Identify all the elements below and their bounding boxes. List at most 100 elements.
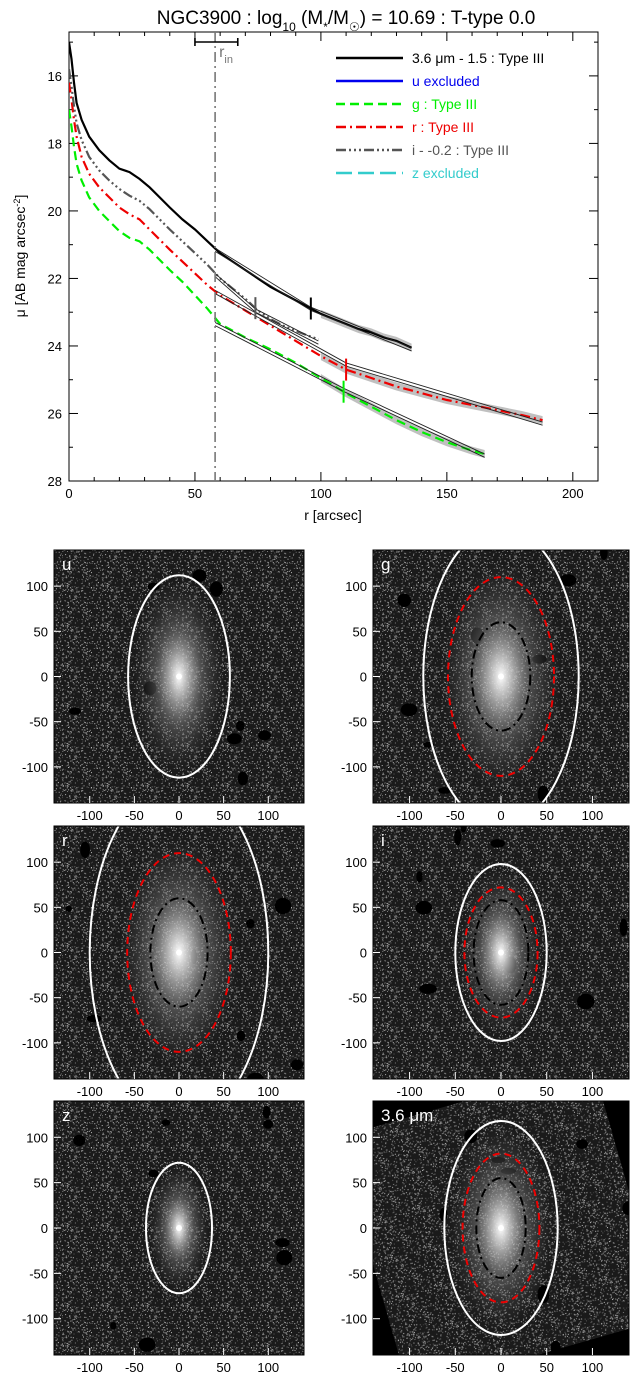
- masked-region: [559, 574, 577, 587]
- panel-x-tick-label: 0: [497, 1360, 504, 1375]
- panel-x-tick-label: 0: [175, 1084, 182, 1099]
- title-part-b: (M: [296, 8, 323, 29]
- panel-label: i: [381, 831, 385, 850]
- panel-x-tick-label: 100: [582, 1360, 604, 1375]
- outer-ellipse: [454, 863, 548, 1042]
- panel-y-tick-label: -50: [29, 715, 48, 730]
- masked-region: [276, 1250, 293, 1266]
- x-tick-label: 0: [65, 486, 72, 501]
- inner-ellipse: [470, 621, 532, 732]
- panel-x-tick-label: 100: [257, 808, 279, 823]
- y-axis-title-main: μ [AB mag arcsec: [12, 207, 28, 318]
- masked-region: [576, 1139, 588, 1149]
- panel-y-tick-label: 0: [360, 670, 367, 685]
- profile-axis-ticks: 0 50 100 150 200 16 18 20 22 24 26 28: [48, 32, 598, 501]
- panel-x-tick-label: 0: [175, 808, 182, 823]
- panel-x-tick-label: 100: [582, 1084, 604, 1099]
- panel-y-tick-label: -100: [22, 760, 48, 775]
- panel-y-tick-label: 50: [353, 900, 367, 915]
- panel-x-tick-label: -50: [446, 1084, 465, 1099]
- masked-region: [192, 569, 207, 582]
- masked-region: [80, 841, 90, 858]
- panel-x-tick-label: -100: [77, 1084, 103, 1099]
- y-tick-label: 22: [48, 271, 62, 286]
- series-line: [69, 109, 485, 456]
- panel-y-tick-label: 0: [360, 1221, 367, 1236]
- masked-region: [600, 550, 608, 560]
- masked-region: [490, 839, 506, 848]
- masked-region: [460, 826, 467, 833]
- legend-label: 3.6 μm - 1.5 : Type III: [412, 50, 544, 66]
- chart-title: NGC3900 : log10 (M*/M☉) = 10.69 : T-type…: [157, 8, 536, 34]
- inner-ellipse: [149, 897, 209, 1008]
- fit-line: [255, 308, 319, 342]
- title-sub-sun: ☉: [349, 20, 360, 34]
- surface-brightness-profile-plot: 0 50 100 150 200 16 18 20 22 24 26 28 rin r [arcsec…: [12, 31, 599, 523]
- panel-label: r: [62, 831, 68, 850]
- masked-region: [110, 1322, 117, 1330]
- legend-label: u excluded: [412, 73, 480, 89]
- image-panels: u 100 50 0 -50 -100 -100 -50 0 50 100 g 100 50 0 -50 -10…: [22, 549, 630, 1375]
- r-in-label-sub: in: [224, 54, 233, 66]
- title-part-c: /M: [328, 8, 349, 29]
- panel-x-tick-label: 0: [497, 808, 504, 823]
- panel-y-tick-label: 50: [353, 624, 367, 639]
- title-sub-star: *: [323, 20, 328, 34]
- panel-y-tick-label: 100: [345, 855, 367, 870]
- legend-label: r : Type III: [412, 119, 474, 135]
- masked-region: [619, 918, 628, 936]
- fit-line: [214, 293, 347, 367]
- fit-line: [214, 276, 256, 313]
- fit-line: [214, 325, 344, 392]
- legend-label: i - -0.2 : Type III: [412, 142, 509, 158]
- masked-region: [415, 900, 433, 915]
- panel-x-tick-label: 0: [175, 1360, 182, 1375]
- fit-line: [214, 250, 312, 311]
- panel-x-tick-label: -100: [397, 1084, 423, 1099]
- masked-region: [416, 871, 423, 883]
- panel-y-tick-label: 0: [41, 946, 48, 961]
- masked-region: [421, 1101, 434, 1115]
- panel-y-tick-label: 100: [26, 855, 48, 870]
- panel-image: [54, 826, 304, 1079]
- panel-x-tick-label: -100: [397, 1360, 423, 1375]
- panel-y-tick-label: -50: [29, 991, 48, 1006]
- masked-region: [161, 1119, 171, 1126]
- panel-x-tick-label: 0: [497, 1084, 504, 1099]
- outer-ellipse: [145, 1161, 213, 1295]
- panel-x-tick-label: 50: [539, 1084, 553, 1099]
- masked-region: [454, 829, 462, 846]
- masked-region: [69, 707, 81, 715]
- masked-region: [138, 1337, 156, 1352]
- masked-region: [247, 1072, 264, 1079]
- fit-line: [214, 247, 312, 308]
- image-panel-1: u 100 50 0 -50 -100 -100 -50 0 50 100: [22, 549, 305, 823]
- fit-line: [343, 387, 485, 455]
- x-tick-label: 50: [188, 486, 202, 501]
- panel-y-tick-label: -100: [22, 1312, 48, 1327]
- x-tick-label: 100: [310, 486, 332, 501]
- panel-image: [373, 1101, 629, 1355]
- image-panel-3: r 100 50 0 -50 -100 -100 -50 0 50 100: [22, 825, 305, 1099]
- legend-label: g : Type III: [412, 96, 477, 112]
- panel-x-tick-label: 50: [216, 808, 230, 823]
- uncertainty-band: [320, 373, 485, 459]
- masked-region: [236, 1030, 246, 1042]
- masked-region: [227, 733, 242, 745]
- panel-y-tick-label: 0: [41, 670, 48, 685]
- panel-x-tick-label: 50: [216, 1084, 230, 1099]
- masked-region: [274, 897, 292, 915]
- panel-y-tick-label: -100: [341, 760, 367, 775]
- panel-x-tick-label: -100: [77, 1360, 103, 1375]
- masked-region: [275, 1238, 290, 1248]
- masked-region: [438, 787, 452, 794]
- y-tick-label: 16: [48, 69, 62, 84]
- masked-region: [262, 1105, 271, 1119]
- panel-y-tick-label: 50: [353, 1176, 367, 1191]
- fit-line: [343, 391, 485, 458]
- r-in-label-main: r: [219, 44, 225, 61]
- series-line: [69, 82, 543, 422]
- panel-y-tick-label: 50: [34, 624, 48, 639]
- panel-y-tick-label: -50: [348, 1266, 367, 1281]
- panel-x-tick-label: 50: [539, 808, 553, 823]
